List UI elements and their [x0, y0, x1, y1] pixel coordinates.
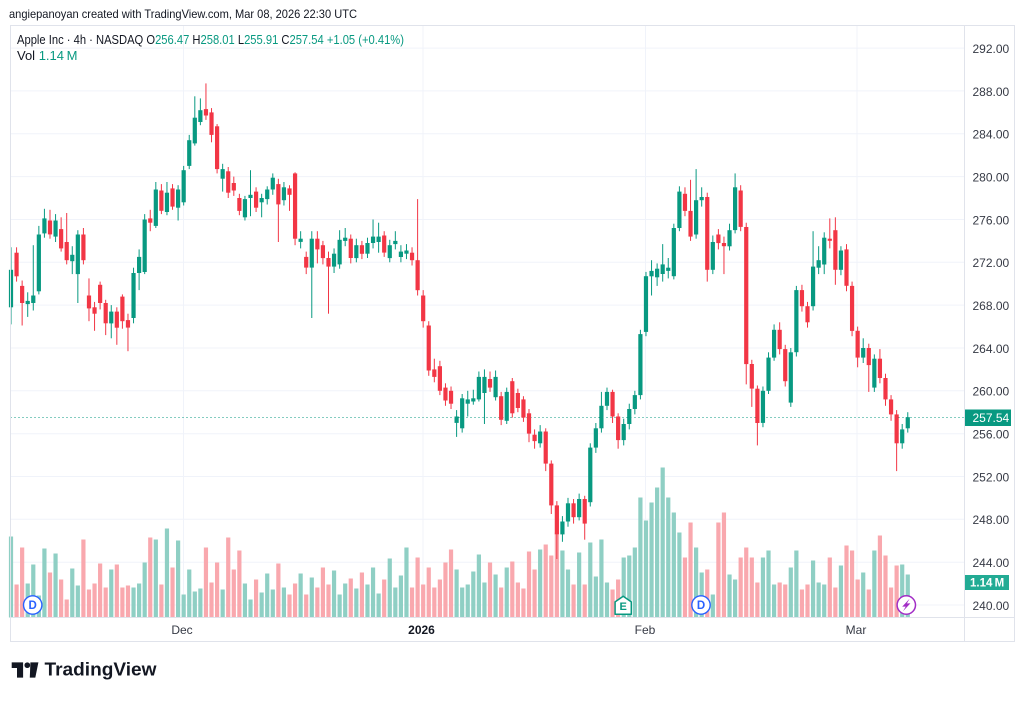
svg-text:268.00: 268.00 [973, 299, 1010, 313]
svg-text:272.00: 272.00 [973, 256, 1010, 270]
svg-text:Vol 1.14 M: Vol 1.14 M [17, 48, 77, 63]
svg-text:264.00: 264.00 [973, 342, 1010, 356]
svg-text:252.00: 252.00 [973, 470, 1010, 484]
svg-text:257.54: 257.54 [973, 411, 1010, 425]
svg-text:244.00: 244.00 [973, 556, 1010, 570]
svg-text:280.00: 280.00 [973, 171, 1010, 185]
svg-text:D: D [697, 600, 705, 612]
svg-text:276.00: 276.00 [973, 213, 1010, 227]
svg-text:TradingView: TradingView [45, 660, 158, 680]
svg-text:Dec: Dec [171, 623, 192, 637]
svg-text:Mar: Mar [846, 623, 867, 637]
svg-text:D: D [29, 600, 37, 612]
svg-text:284.00: 284.00 [973, 128, 1010, 142]
svg-text:292.00: 292.00 [973, 42, 1010, 56]
svg-text:1.14 M: 1.14 M [970, 578, 1004, 590]
svg-text:240.00: 240.00 [973, 599, 1010, 613]
svg-text:2026: 2026 [408, 623, 435, 637]
svg-text:248.00: 248.00 [973, 513, 1010, 527]
svg-text:288.00: 288.00 [973, 85, 1010, 99]
svg-text:angiepanoyan created with Trad: angiepanoyan created with TradingView.co… [9, 7, 357, 21]
svg-text:260.00: 260.00 [973, 385, 1010, 399]
svg-text:256.00: 256.00 [973, 428, 1010, 442]
svg-text:Apple Inc · 4h · NASDAQ O256.4: Apple Inc · 4h · NASDAQ O256.47 H258.01 … [17, 32, 404, 47]
svg-text:E: E [620, 601, 627, 613]
svg-text:Feb: Feb [635, 623, 656, 637]
